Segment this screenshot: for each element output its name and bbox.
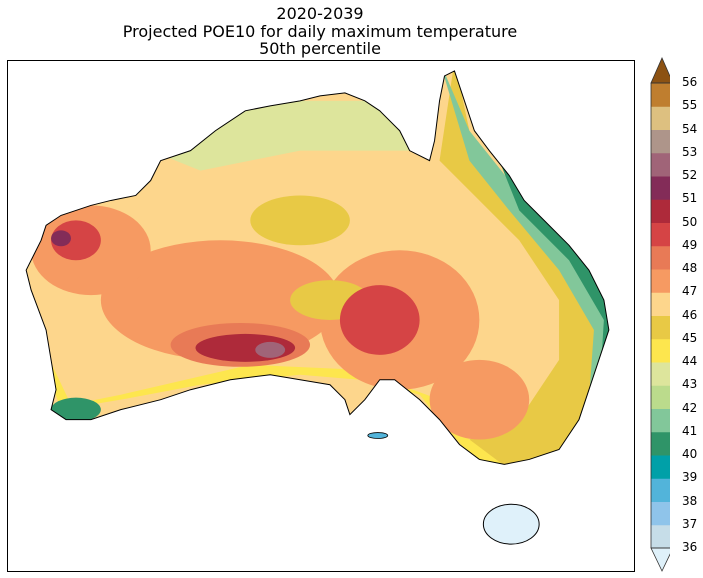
tasmania xyxy=(482,503,540,545)
colorbar-tick-label: 39 xyxy=(682,470,698,485)
colorbar-swatch xyxy=(651,83,670,107)
colorbar-tick-label: 40 xyxy=(682,447,698,461)
colorbar-tick-label: 47 xyxy=(682,284,698,299)
colorbar-swatch xyxy=(651,269,670,293)
colorbar-swatch xyxy=(651,501,670,526)
title-period: 2020-2039 xyxy=(276,4,364,23)
colorbar-swatch xyxy=(651,524,670,549)
colorbar-swatch xyxy=(651,176,670,200)
title-main: Projected POE10 for daily maximum temper… xyxy=(122,22,518,41)
colorbar-tick-label: 46 xyxy=(682,307,698,322)
colorbar-tick-label: 52 xyxy=(682,168,698,182)
colorbar-swatch xyxy=(651,106,670,130)
colorbar-swatch xyxy=(651,292,670,316)
colorbar-tick-label: 54 xyxy=(682,121,698,136)
colorbar-tick-label: 37 xyxy=(682,516,698,531)
colorbar-swatch xyxy=(651,408,670,433)
colorbar-swatch xyxy=(651,129,670,154)
colorbar-tick-label: 36 xyxy=(682,540,698,554)
colorbar-swatch xyxy=(651,362,670,386)
colorbar xyxy=(650,57,670,572)
colorbar-swatch xyxy=(651,478,670,502)
colorbar-swatch xyxy=(651,455,670,479)
colorbar-swatch xyxy=(651,315,670,340)
australia-map xyxy=(7,60,635,572)
colorbar-tick-label: 44 xyxy=(682,354,698,368)
colorbar-under-triangle xyxy=(650,547,670,572)
colorbar-tick-label: 51 xyxy=(682,191,698,206)
colorbar-tick-label: 53 xyxy=(682,144,698,159)
colorbar-swatch xyxy=(651,431,670,456)
colorbar-tick-label: 55 xyxy=(682,98,698,113)
colorbar-swatch xyxy=(651,152,670,177)
colorbar-tick-label: 45 xyxy=(682,330,698,345)
colorbar-tick-label: 48 xyxy=(682,261,698,275)
colorbar-swatch xyxy=(651,199,670,223)
colorbar-swatch xyxy=(651,385,670,409)
temperature-field xyxy=(26,70,609,465)
colorbar-tick-label: 56 xyxy=(682,75,698,89)
colorbar-tick-label: 49 xyxy=(682,237,698,252)
colorbar-over-triangle xyxy=(650,57,670,84)
colorbar-swatch xyxy=(651,338,670,363)
colorbar-swatch xyxy=(651,222,670,247)
kangaroo-island xyxy=(367,432,389,439)
colorbar-tick-label: 41 xyxy=(682,423,698,438)
colorbar-tick-label: 38 xyxy=(682,493,698,508)
colorbar-swatch xyxy=(651,245,670,270)
colorbar-tick-label: 42 xyxy=(682,400,698,415)
colorbar-tick-label: 43 xyxy=(682,377,698,392)
colorbar-tick-label: 50 xyxy=(682,214,698,229)
title-percentile: 50th percentile xyxy=(259,39,381,58)
